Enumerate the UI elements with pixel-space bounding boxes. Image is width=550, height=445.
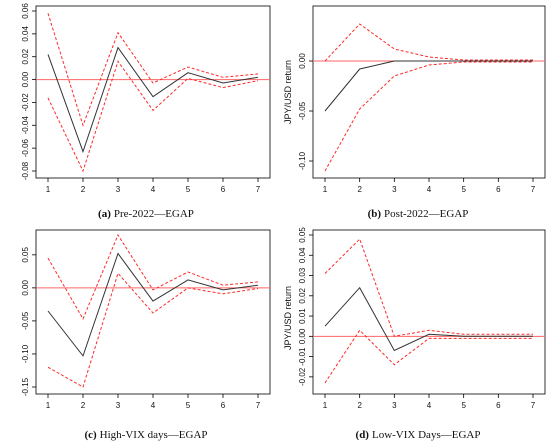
panel-d-xtick-label: 6: [496, 401, 501, 410]
panel-a-ytick-label: 0.02: [21, 48, 30, 64]
panel-d-upper-line: [324, 238, 533, 337]
panel-b-caption: (b) Post-2022—EGAP: [368, 208, 469, 220]
panel-c-xtick-label: 6: [221, 401, 226, 410]
panel-b-xtick-label: 6: [496, 185, 501, 194]
panel-b-lower-line: [324, 61, 533, 172]
panel-d-lower-line: [324, 329, 533, 384]
panel-b-caption-letter: (b): [368, 208, 382, 220]
panel-c-lower-line: [47, 272, 259, 388]
panel-a-ytick-label: -0.04: [21, 116, 30, 135]
panel-b-plot: 0.00 -0.05 -0.10 1 2 3 4 5 6 7: [298, 5, 546, 194]
panel-c-xtick-label: 5: [186, 401, 191, 410]
panel-d-xtick-label: 1: [323, 401, 328, 410]
panel-a-caption: (a) Pre-2022—EGAP: [98, 208, 194, 220]
panel-a-xtick-label: 6: [221, 185, 226, 194]
panel-b-ytick-label: -0.10: [298, 151, 307, 170]
panel-a-ytick-label: 0.04: [21, 26, 30, 42]
panel-a-lower-line: [47, 60, 259, 173]
panel-c-response-line: [47, 252, 259, 357]
panel-b-xtick-label: 2: [357, 185, 362, 194]
panel-a-ytick-label: 0.06: [21, 3, 30, 19]
panel-c-xtick-label: 4: [151, 401, 156, 410]
panel-b-xtick-label: 3: [392, 185, 397, 194]
panel-c-xtick-label: 7: [256, 401, 261, 410]
panel-b-ylabel: JPY/USD return: [283, 60, 293, 124]
panel-a-xtick-label: 2: [81, 185, 86, 194]
panel-b-xtick-label: 1: [323, 185, 328, 194]
panel-a-frame: [35, 5, 271, 179]
panel-c-ytick-label: -0.05: [21, 311, 30, 330]
panel-d-xtick-label: 7: [531, 401, 536, 410]
panel-b-response-line: [324, 60, 533, 112]
panel-c-ytick-label: -0.10: [21, 344, 30, 363]
panel-b-xtick-label: 4: [427, 185, 432, 194]
panel-d-caption-text: Low-VIX Days—EGAP: [372, 429, 480, 441]
panel-a-ytick-label: 0.00: [21, 71, 30, 87]
panel-b-upper-line: [324, 23, 533, 62]
panel-d-caption: (d) Low-VIX Days—EGAP: [356, 429, 481, 441]
panel-d-ytick-label: 0.03: [298, 267, 307, 283]
panel-a-ytick-label: -0.02: [21, 93, 30, 112]
panel-c-upper-line: [47, 233, 259, 321]
panel-c-ytick-label: 0.00: [21, 280, 30, 296]
panel-d-ytick-label: 0.00: [298, 328, 307, 344]
panel-c-caption-text: High-VIX days—EGAP: [100, 429, 208, 441]
panel-d-ytick-label: -0.02: [298, 367, 307, 386]
panel-d-ytick-label: -0.01: [298, 347, 307, 366]
panel-d-ytick-label: 0.02: [298, 287, 307, 303]
panel-d-ytick-label: 0.04: [298, 247, 307, 263]
panel-d-ylabel: JPY/USD return: [283, 286, 293, 350]
panel-d-xtick-label: 2: [357, 401, 362, 410]
panel-c-xtick-label: 2: [81, 401, 86, 410]
panel-d-response-line: [324, 286, 533, 352]
panel-a-plot: 0.06 0.04 0.02 0.00 -0.02 -0.04 -0.06 -0.08 1 2 3 4…: [21, 3, 271, 194]
panel-b-ytick-label: -0.05: [298, 101, 307, 120]
panel-d-ytick-label: 0.01: [298, 308, 307, 324]
panel-c: 0.05 0.00 -0.05 -0.10 -0.15 1 2 3 4 5 6 7 (c) High-V…: [21, 229, 271, 441]
panel-d-caption-letter: (d): [356, 429, 370, 441]
panel-a-caption-text: Pre-2022—EGAP: [114, 208, 194, 220]
panel-d-xtick-label: 3: [392, 401, 397, 410]
panel-a-response-line: [47, 46, 259, 154]
panel-a-xtick-label: 5: [186, 185, 191, 194]
panel-a-xtick-label: 4: [151, 185, 156, 194]
panel-a-ytick-label: -0.08: [21, 161, 30, 180]
panel-a-caption-letter: (a): [98, 208, 111, 220]
panel-b-caption-text: Post-2022—EGAP: [384, 208, 468, 220]
panel-c-ytick-label: -0.15: [21, 377, 30, 396]
panel-b: 0.00 -0.05 -0.10 1 2 3 4 5 6 7 JPY/USD return (b)…: [283, 5, 546, 220]
panel-a-xtick-label: 3: [116, 185, 121, 194]
panel-c-xtick-label: 3: [116, 401, 121, 410]
panel-c-caption: (c) High-VIX days—EGAP: [84, 429, 207, 441]
panel-d-xtick-label: 4: [427, 401, 432, 410]
panel-c-frame: [35, 229, 271, 395]
panel-d-frame: [312, 229, 546, 395]
panel-b-ytick-label: 0.00: [298, 53, 307, 69]
panel-b-xtick-label: 5: [461, 185, 466, 194]
panel-c-xtick-label: 1: [46, 401, 51, 410]
panel-c-plot: 0.05 0.00 -0.05 -0.10 -0.15 1 2 3 4 5 6 7: [21, 229, 271, 410]
panel-b-frame: [312, 5, 546, 179]
panel-d: 0.05 0.04 0.03 0.02 0.01 0.00 -0.01-0.02 1 2 3 4 5 6…: [283, 227, 546, 441]
panel-a-upper-line: [47, 13, 259, 127]
panel-a: 0.06 0.04 0.02 0.00 -0.02 -0.04 -0.06 -0.08 1 2 3 4…: [21, 3, 271, 220]
panel-b-xtick-label: 7: [531, 185, 536, 194]
panel-a-ytick-label: -0.06: [21, 138, 30, 157]
panel-c-ytick-label: 0.05: [21, 246, 30, 262]
panel-d-ytick-label: 0.05: [298, 227, 307, 243]
panel-c-caption-letter: (c): [84, 429, 97, 441]
panel-d-plot: 0.05 0.04 0.03 0.02 0.01 0.00 -0.01-0.02 1 2 3 4 5 6…: [298, 227, 546, 410]
panel-a-xtick-label: 1: [46, 185, 51, 194]
panel-d-xtick-label: 5: [461, 401, 466, 410]
panel-a-xtick-label: 7: [256, 185, 261, 194]
